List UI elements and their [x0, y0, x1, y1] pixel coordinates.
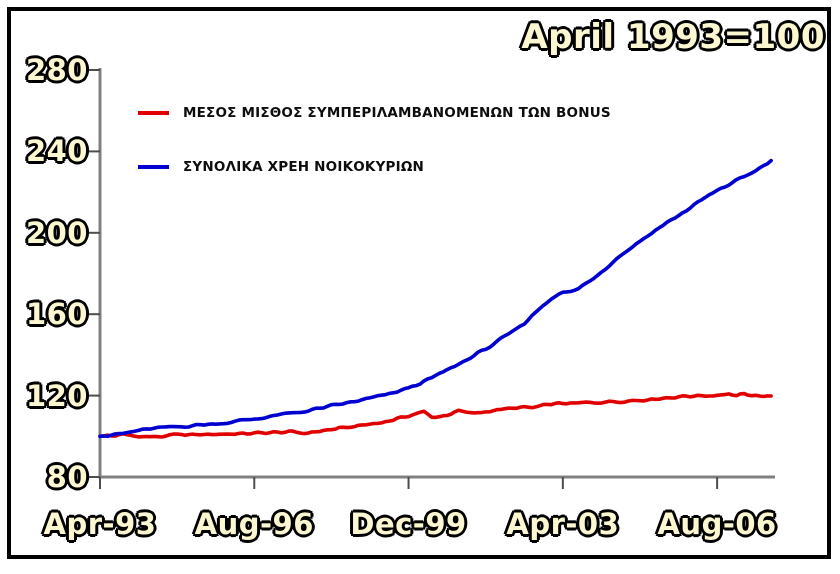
- legend: ΜΕΣΟΣ ΜΙΣΘΟΣ ΣΥΜΠΕΡΙΛΑΜΒΑΝΟΜΕΝΩΝ ΤΩΝ BON…: [138, 102, 611, 178]
- y-tick-label: 200: [25, 215, 88, 250]
- x-tick-label: Apr-93: [43, 507, 157, 541]
- chart-frame: [7, 7, 831, 559]
- red-line-swatch-icon: [138, 111, 169, 115]
- y-tick-label: 120: [25, 378, 88, 413]
- series-line-salary: [98, 391, 773, 439]
- y-tick-label: 240: [25, 134, 88, 169]
- y-tick-label: 160: [25, 297, 88, 332]
- legend-label-salary: ΜΕΣΟΣ ΜΙΣΘΟΣ ΣΥΜΠΕΡΙΛΑΜΒΑΝΟΜΕΝΩΝ ΤΩΝ BON…: [183, 105, 611, 121]
- series-line-debt: [98, 158, 773, 439]
- y-tick-label: 80: [46, 460, 88, 494]
- x-tick-label: Aug-06: [657, 507, 777, 541]
- blue-line-swatch-icon: [138, 165, 169, 169]
- legend-label-debt: ΣΥΝΟΛΙΚΑ ΧΡΕΗ ΝΟΙΚΟΚΥΡΙΩΝ: [183, 159, 425, 175]
- x-tick-label: Aug-96: [194, 507, 314, 541]
- chart-title: April 1993=100: [521, 17, 825, 57]
- x-tick-label: Apr-03: [506, 507, 620, 541]
- legend-item-debt: ΣΥΝΟΛΙΚΑ ΧΡΕΗ ΝΟΙΚΟΚΥΡΙΩΝ: [138, 156, 611, 178]
- x-tick-label: Dec-99: [350, 507, 467, 541]
- y-tick-label: 280: [25, 53, 88, 87]
- legend-item-salary: ΜΕΣΟΣ ΜΙΣΘΟΣ ΣΥΜΠΕΡΙΛΑΜΒΑΝΟΜΕΝΩΝ ΤΩΝ BON…: [138, 102, 611, 124]
